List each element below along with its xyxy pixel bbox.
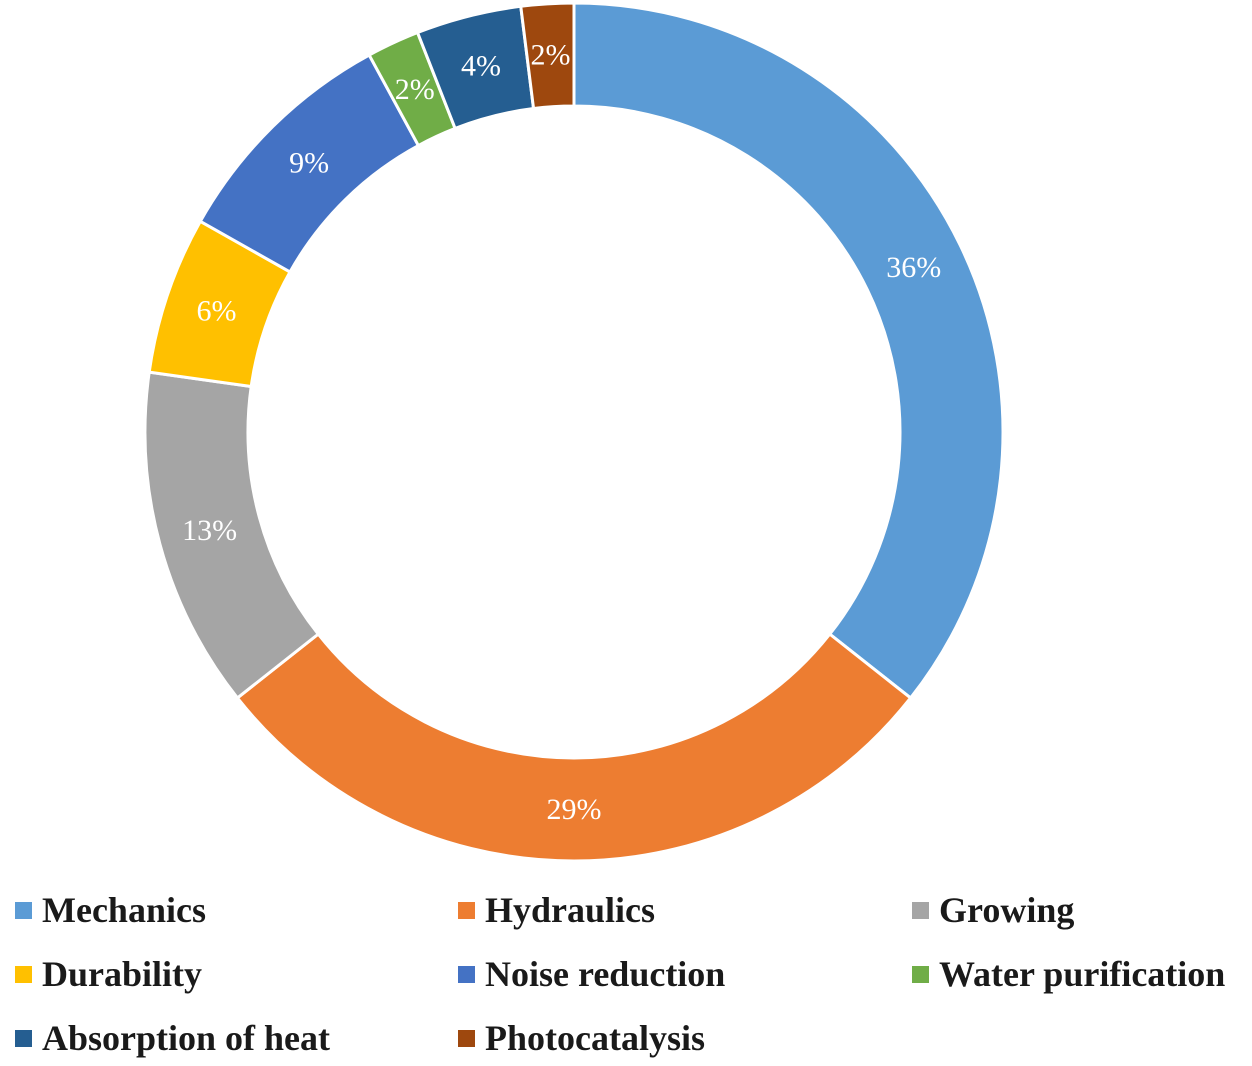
donut-chart-canvas: 36% 29% 13% 6% 9% 2% 4% 2% — [143, 1, 1005, 863]
labels-layer: 36% 29% 13% 6% 9% 2% 4% 2% — [182, 39, 941, 826]
slice-label-noise-reduction: 9% — [289, 146, 329, 179]
legend-item-water-purification: Water purification — [912, 946, 1225, 1002]
legend-item-hydraulics: Hydraulics — [458, 882, 655, 938]
legend-item-noise-reduction: Noise reduction — [458, 946, 725, 1002]
legend-item-mechanics: Mechanics — [15, 882, 206, 938]
legend-swatch-water-purification — [912, 965, 929, 983]
legend-item-photocatalysis: Photocatalysis — [458, 1010, 705, 1066]
legend-swatch-mechanics — [15, 901, 32, 919]
slice-photocatalysis — [519, 1, 576, 111]
legend-swatch-durability — [15, 965, 32, 983]
slice-label-durability: 6% — [196, 294, 236, 327]
legend-swatch-absorption-of-heat — [15, 1029, 32, 1047]
slice-label-water-purification: 2% — [395, 73, 435, 106]
legend-label-mechanics: Mechanics — [42, 890, 206, 930]
slice-label-hydraulics: 29% — [547, 793, 602, 826]
legend-swatch-hydraulics — [458, 901, 475, 919]
legend-label-hydraulics: Hydraulics — [485, 890, 656, 930]
legend-label-noise-reduction: Noise reduction — [485, 954, 726, 994]
slice-mechanics — [572, 1, 1005, 700]
slice-label-photocatalysis: 2% — [531, 39, 571, 72]
slice-hydraulics — [235, 632, 913, 863]
legend-item-durability: Durability — [15, 946, 202, 1002]
slice-label-growing: 13% — [182, 514, 237, 547]
legend-label-absorption-of-heat: Absorption of heat — [42, 1018, 331, 1058]
legend-item-growing: Growing — [912, 882, 1074, 938]
slice-label-mechanics: 36% — [886, 251, 941, 284]
legend-swatch-noise-reduction — [458, 965, 475, 983]
legend-swatch-photocatalysis — [458, 1029, 475, 1047]
legend-swatch-growing — [912, 901, 929, 919]
legend: Mechanics Hydraulics Growing Durability … — [0, 882, 1252, 1061]
slices-layer — [143, 1, 1005, 863]
legend-label-photocatalysis: Photocatalysis — [485, 1018, 705, 1058]
legend-label-water-purification: Water purification — [939, 954, 1226, 994]
slice-label-absorption-of-heat: 4% — [461, 50, 501, 83]
legend-label-durability: Durability — [42, 954, 203, 994]
legend-label-growing: Growing — [939, 890, 1075, 930]
legend-item-absorption-of-heat: Absorption of heat — [15, 1010, 330, 1066]
